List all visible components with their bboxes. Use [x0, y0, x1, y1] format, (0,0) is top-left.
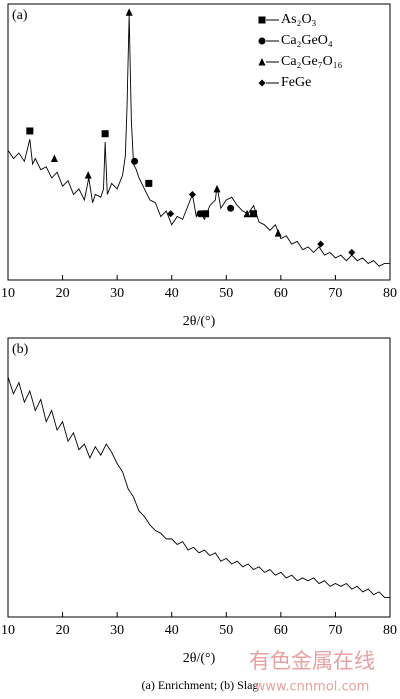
panel-label: (a)	[12, 8, 28, 23]
legend-label: Ca₂Ge₇O₁₆	[281, 54, 343, 69]
watermark-title: 有色金属在线	[249, 649, 375, 673]
phase-marker	[101, 130, 109, 138]
x-tick-label: 10	[1, 623, 15, 638]
x-axis-label: 2θ/(°)	[183, 651, 216, 666]
x-tick-label: 60	[274, 623, 288, 638]
phase-marker	[84, 171, 92, 179]
x-tick-label: 70	[328, 623, 342, 638]
x-tick-label: 30	[110, 623, 124, 638]
xrd-curve	[7, 15, 390, 267]
x-axis-label: 2θ/(°)	[183, 314, 216, 329]
phase-marker	[196, 210, 204, 218]
x-tick-label: 60	[274, 286, 288, 301]
phase-marker	[274, 229, 282, 237]
panel-label: (b)	[12, 342, 29, 357]
x-tick-label: 40	[165, 623, 179, 638]
x-tick-label: 70	[328, 286, 342, 301]
legend-symbol	[258, 16, 266, 24]
x-tick-label: 40	[165, 286, 179, 301]
x-tick-label: 10	[1, 286, 15, 301]
legend-symbol	[258, 37, 266, 45]
phase-marker	[348, 248, 356, 256]
x-tick-label: 30	[110, 286, 124, 301]
x-tick-label: 80	[383, 286, 397, 301]
x-tick-label: 80	[383, 623, 397, 638]
legend-symbol	[258, 79, 266, 87]
legend-label: As₂O₃	[281, 12, 317, 27]
x-tick-label: 20	[56, 623, 70, 638]
legend-label: Ca₂GeO₄	[281, 33, 333, 48]
x-tick-label: 50	[219, 286, 233, 301]
phase-marker	[167, 210, 175, 218]
plot-frame	[7, 3, 391, 281]
phase-marker	[131, 157, 139, 165]
watermark-url: www.cnnmol.com	[255, 680, 370, 695]
phase-marker	[188, 190, 196, 198]
plot-frame	[7, 337, 391, 618]
caption: (a) Enrichment; (b) Slag	[142, 678, 259, 692]
phase-marker	[202, 210, 210, 218]
phase-marker	[243, 209, 251, 218]
legend-symbol	[258, 58, 266, 66]
xrd-curve	[7, 376, 390, 598]
phase-marker	[50, 154, 58, 163]
legend-label: FeGe	[281, 75, 311, 90]
x-tick-label: 20	[56, 286, 70, 301]
phase-marker	[227, 204, 235, 212]
phase-marker	[213, 184, 221, 193]
phase-marker	[317, 240, 325, 248]
x-tick-label: 50	[219, 623, 233, 638]
phase-marker	[26, 127, 34, 135]
phase-marker	[145, 179, 153, 187]
phase-marker	[125, 8, 133, 16]
phase-marker	[250, 210, 258, 218]
